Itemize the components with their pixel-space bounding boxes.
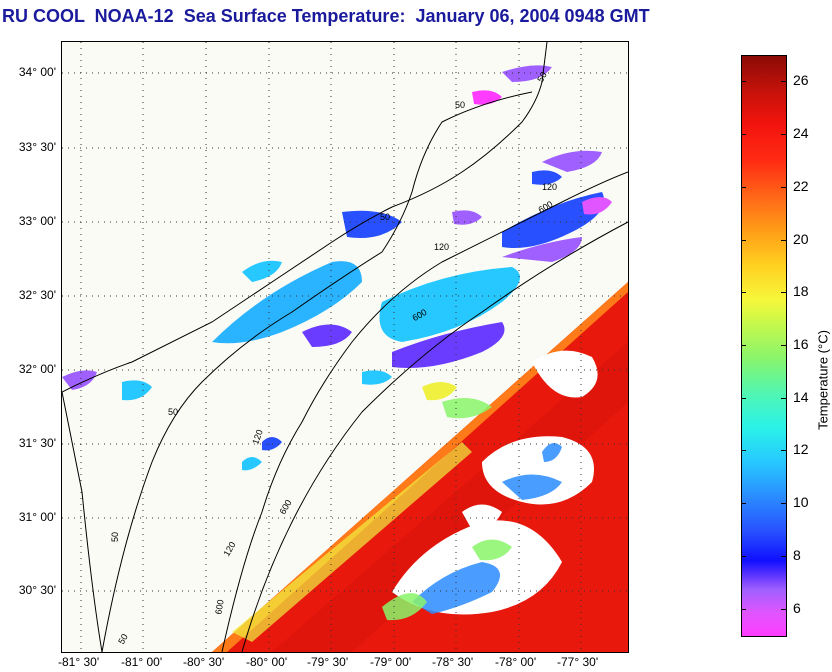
temperature-colorbar: [741, 55, 787, 637]
colorbar-tick-mark: [781, 608, 786, 610]
longitude-label: -80° 00': [246, 655, 288, 669]
colorbar-tick-mark: [741, 292, 746, 294]
isobath-label-120: 120: [434, 242, 450, 252]
colorbar-tick-mark: [741, 503, 746, 505]
colorbar-tick-label: 16: [793, 336, 809, 352]
colorbar-tick-mark: [741, 134, 746, 136]
cool-green-patches: [382, 398, 512, 621]
longitude-label: -78° 00': [495, 655, 537, 669]
colorbar-tick-mark: [741, 397, 746, 399]
warm-edge-yellow: [232, 442, 472, 642]
latitude-label: 33° 30': [18, 140, 56, 154]
page-title: RU COOL NOAA-12 Sea Surface Temperature:…: [2, 6, 650, 26]
latitude-label: 30° 30': [18, 583, 56, 597]
colorbar-tick-mark: [741, 555, 746, 557]
colorbar-tick-mark: [781, 186, 786, 188]
longitude-label: -78° 30': [432, 655, 474, 669]
latitude-label: 31° 00': [18, 510, 56, 524]
longitude-label: -79° 00': [370, 655, 412, 669]
colorbar-tick-mark: [781, 345, 786, 346]
colorbar-tick-label: 24: [793, 125, 809, 142]
colorbar-tick-label: 14: [793, 388, 809, 405]
colorbar-tick-mark: [741, 81, 746, 83]
colorbar-tick-mark: [741, 450, 746, 452]
colorbar-tick-mark: [781, 134, 786, 136]
isobath-label-50: 50: [168, 407, 179, 417]
colorbar-tick-mark: [741, 608, 746, 610]
isobath-label-50: 50: [455, 100, 466, 110]
shelf-cold-water: [62, 65, 612, 471]
latitude-label: 33° 00': [18, 214, 56, 228]
sst-map-canvas: [62, 42, 628, 652]
colorbar-tick-mark: [781, 292, 786, 294]
colorbar-tick-label: 20: [793, 230, 809, 247]
longitude-label: -77° 30': [557, 655, 599, 669]
isobath-label-50: 50: [380, 212, 391, 222]
colorbar-tick-mark: [741, 239, 746, 241]
colorbar-tick-mark: [741, 345, 746, 346]
longitude-label: -79° 30': [307, 655, 349, 669]
longitude-label: -80° 30': [183, 655, 225, 669]
colorbar-label: Temperature (°C): [815, 330, 831, 430]
colorbar-tick-mark: [781, 397, 786, 399]
graticule: [62, 42, 628, 652]
colorbar-tick-mark: [781, 81, 786, 83]
gulf-stream-core: [272, 342, 628, 652]
colorbar-tick-label: 22: [793, 177, 809, 194]
isobath-contours: [101, 91, 628, 652]
longitude-label: -81° 00': [121, 655, 163, 669]
colorbar-tick-label: 10: [793, 494, 809, 511]
longitude-label: -81° 30': [58, 655, 100, 669]
colorbar-tick-mark: [781, 450, 786, 452]
colorbar-tick-mark: [781, 555, 786, 557]
isobath-label-120: 120: [542, 182, 558, 192]
colorbar-tick-label: 12: [793, 441, 809, 458]
colorbar-tick-label: 26: [793, 72, 809, 89]
warm-edge-orange: [212, 282, 628, 652]
coastline: [62, 42, 548, 393]
latitude-label: 34° 00': [18, 65, 56, 79]
latitude-label: 31° 30': [18, 436, 56, 450]
colorbar-tick-label: 18: [793, 283, 809, 300]
colorbar-tick-label: 8: [793, 546, 801, 563]
latitude-label: 32° 30': [18, 288, 56, 302]
colorbar-tick-mark: [741, 186, 746, 188]
colorbar-tick-mark: [781, 239, 786, 241]
colorbar-tick-label: 6: [793, 599, 801, 616]
colorbar-tick-mark: [781, 503, 786, 505]
coastline-south: [62, 391, 103, 652]
sst-map[interactable]: 50 50 50 50 50 50 120 120 120 120 600 60…: [61, 41, 629, 653]
isobath-label-50: 50: [110, 531, 121, 543]
latitude-label: 32° 00': [18, 362, 56, 376]
